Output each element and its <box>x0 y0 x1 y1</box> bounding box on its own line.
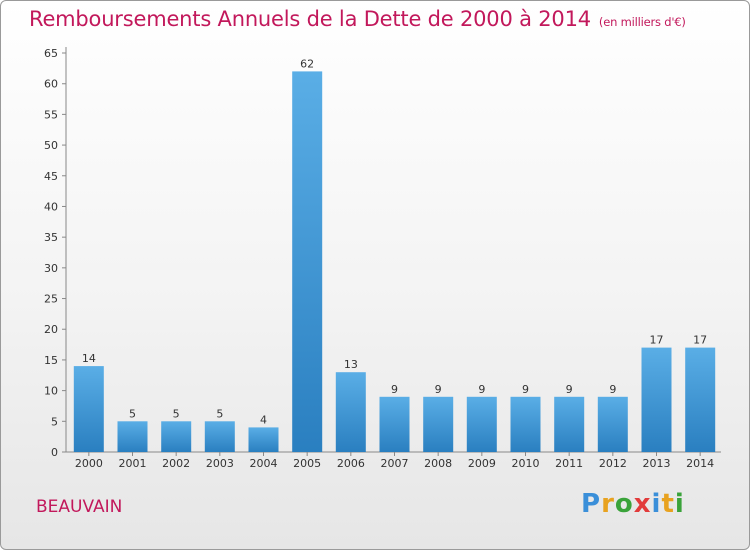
bar-2011 <box>554 396 585 452</box>
bar-2012 <box>597 396 628 452</box>
bar-2003 <box>204 421 235 452</box>
y-tick-label: 50 <box>44 139 58 152</box>
proxiti-logo: Proxiti <box>581 489 685 519</box>
y-tick-label: 10 <box>44 385 58 398</box>
x-tick-label-2005: 2005 <box>293 457 321 470</box>
logo-letter: t <box>661 489 675 519</box>
bar-2002 <box>161 421 192 452</box>
y-tick-label: 65 <box>44 47 58 60</box>
x-tick-label-2010: 2010 <box>512 457 540 470</box>
data-label-2001: 5 <box>129 407 136 420</box>
x-tick-label-2012: 2012 <box>599 457 627 470</box>
y-tick-label: 5 <box>51 415 58 428</box>
chart-labels: 14 2000 5 2001 5 2002 5 2003 4 2004 62 2005 13 2006 9 2… <box>75 57 714 470</box>
data-label-2012: 9 <box>609 383 616 396</box>
chart-subtitle: (en milliers d'€) <box>598 15 686 29</box>
data-label-2014: 17 <box>693 334 707 347</box>
data-label-2000: 14 <box>82 352 96 365</box>
x-tick-label-2004: 2004 <box>250 457 278 470</box>
x-tick-label-2013: 2013 <box>643 457 671 470</box>
logo-letter: x <box>633 489 652 519</box>
chart-title: Remboursements Annuels de la Dette de 20… <box>29 7 686 31</box>
chart-title-text: Remboursements Annuels de la Dette de 20… <box>29 7 591 31</box>
bar-2005 <box>292 71 323 453</box>
logo-letter: r <box>601 489 615 519</box>
bar-2010 <box>510 396 541 452</box>
data-label-2003: 5 <box>216 407 223 420</box>
y-tick-label: 40 <box>44 200 58 213</box>
x-tick-label-2001: 2001 <box>119 457 147 470</box>
x-tick-label-2014: 2014 <box>686 457 714 470</box>
x-tick-label-2002: 2002 <box>162 457 190 470</box>
data-label-2008: 9 <box>435 383 442 396</box>
y-tick-label: 25 <box>44 293 58 306</box>
logo-letter: P <box>581 489 602 519</box>
logo-letter: o <box>614 489 634 519</box>
data-label-2007: 9 <box>391 383 398 396</box>
chart-bars <box>73 71 716 453</box>
bar-2013 <box>641 347 672 452</box>
data-label-2006: 13 <box>344 358 358 371</box>
y-tick-label: 60 <box>44 78 58 91</box>
y-tick-label: 20 <box>44 323 58 336</box>
data-label-2010: 9 <box>522 383 529 396</box>
x-tick-label-2009: 2009 <box>468 457 496 470</box>
x-tick-label-2008: 2008 <box>424 457 452 470</box>
x-tick-label-2000: 2000 <box>75 457 103 470</box>
bar-2014 <box>685 347 716 452</box>
x-tick-label-2011: 2011 <box>555 457 583 470</box>
data-label-2005: 62 <box>300 57 314 70</box>
bar-2001 <box>117 421 148 452</box>
bar-2008 <box>423 396 454 452</box>
data-label-2002: 5 <box>173 407 180 420</box>
logo-letter: i <box>674 489 685 519</box>
y-tick-label: 15 <box>44 354 58 367</box>
city-name: BEAUVAIN <box>36 497 123 517</box>
bar-2004 <box>248 427 279 452</box>
data-label-2009: 9 <box>478 383 485 396</box>
y-tick-label: 45 <box>44 170 58 183</box>
bar-2007 <box>379 396 410 452</box>
x-tick-label-2006: 2006 <box>337 457 365 470</box>
bar-2009 <box>466 396 497 452</box>
data-label-2011: 9 <box>566 383 573 396</box>
bar-2006 <box>335 372 366 452</box>
y-tick-label: 55 <box>44 108 58 121</box>
y-tick-label: 35 <box>44 231 58 244</box>
y-tick-label: 0 <box>51 446 58 459</box>
bar-2000 <box>73 366 104 452</box>
x-tick-label-2007: 2007 <box>381 457 409 470</box>
y-tick-label: 30 <box>44 262 58 275</box>
data-label-2004: 4 <box>260 413 267 426</box>
logo-letter: i <box>651 489 662 519</box>
data-label-2013: 17 <box>650 334 664 347</box>
x-tick-label-2003: 2003 <box>206 457 234 470</box>
